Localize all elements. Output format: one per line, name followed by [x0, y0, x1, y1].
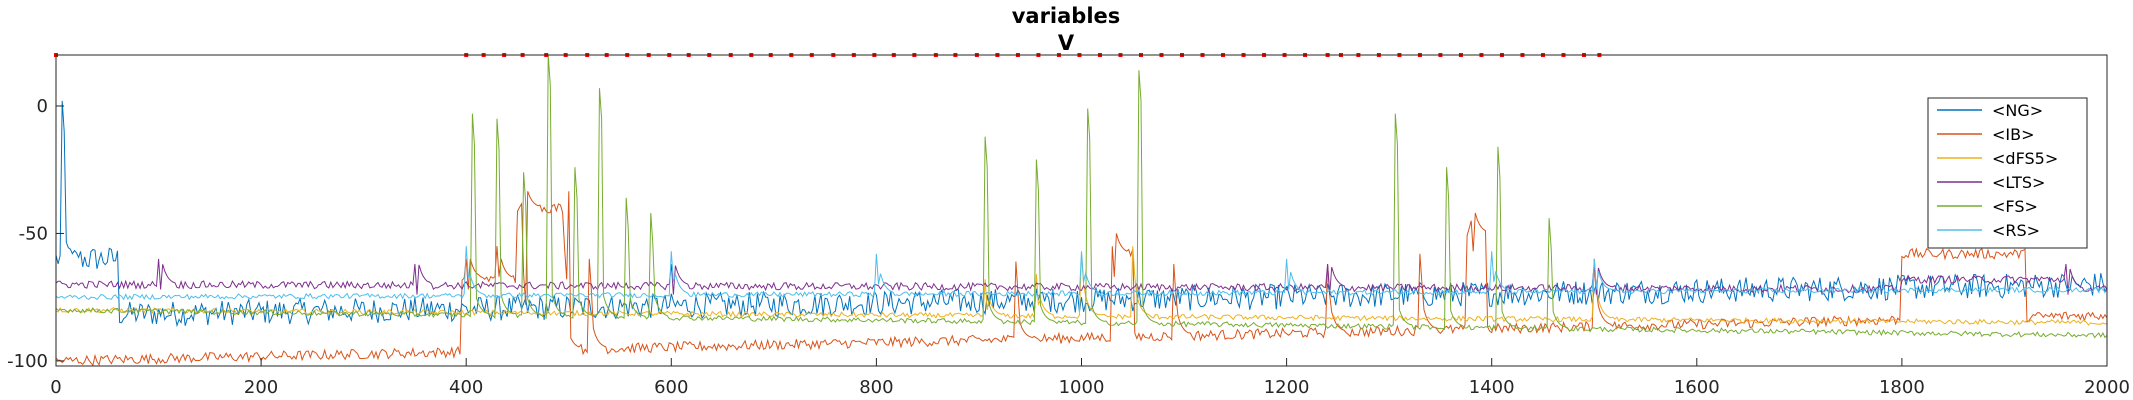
x-tick-label: 1800	[1879, 377, 1925, 398]
chart-title: variables	[1012, 4, 1121, 28]
chart-subtitle: V	[1058, 31, 1075, 55]
legend: <NG> <IB> <dFS5> <LTS> <FS> <RS>	[1927, 97, 2088, 249]
legend-label: <LTS>	[1992, 173, 2045, 192]
x-tick-label: 1000	[1059, 377, 1105, 398]
x-tick-label: 1600	[1674, 377, 1720, 398]
y-tick-label: 0	[37, 96, 48, 117]
legend-label: <NG>	[1992, 101, 2043, 120]
x-tick-label: 1400	[1469, 377, 1515, 398]
series-line	[55, 258, 2108, 295]
legend-label: <RS>	[1992, 221, 2040, 240]
legend-label: <dFS5>	[1992, 149, 2058, 168]
series-line	[55, 54, 2108, 339]
legend-label: <FS>	[1992, 197, 2038, 216]
axes-box	[55, 54, 2108, 367]
legend-box	[1927, 97, 2088, 249]
series-line	[55, 100, 2108, 328]
y-axis: 0 -50 -100	[7, 96, 64, 372]
x-tick-label: 1200	[1264, 377, 1310, 398]
x-tick-label: 600	[654, 377, 688, 398]
x-tick-label: 200	[244, 377, 278, 398]
x-axis: 0 200 400 600 800 1000 1200 1400 1600 1800 2000	[50, 358, 2130, 398]
y-tick-label: -100	[7, 351, 48, 372]
y-tick-label: -50	[19, 223, 48, 244]
x-tick-label: 2000	[2084, 377, 2130, 398]
x-tick-label: 0	[50, 377, 61, 398]
series-line	[55, 246, 2108, 301]
series-line	[55, 191, 2108, 367]
legend-label: <IB>	[1992, 125, 2035, 144]
plot-lines	[55, 54, 2108, 367]
x-tick-label: 400	[449, 377, 483, 398]
x-tick-label: 800	[859, 377, 893, 398]
